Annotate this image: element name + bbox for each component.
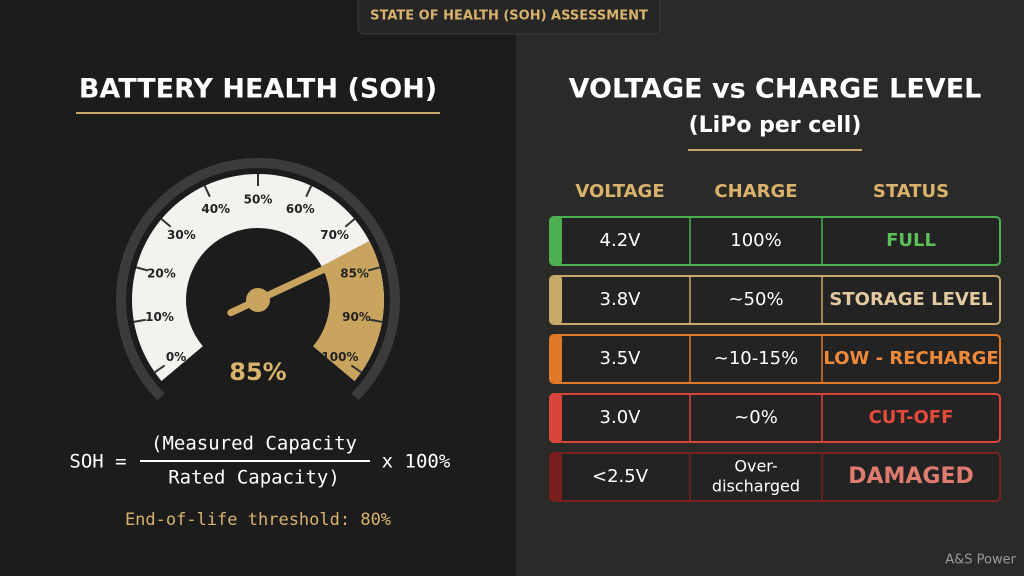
gauge-tick-label: 50% [244,193,273,207]
gauge-value: 85% [229,358,286,386]
gauge-tick-label: 100% [321,350,358,364]
row-tab [550,335,562,383]
gauge-tick-label: 90% [342,310,371,324]
table-title: VOLTAGE vs CHARGE LEVEL [569,74,982,105]
gauge-tick-label: 40% [201,202,230,216]
table-cell: <2.5V [592,466,649,487]
gauge-tick [133,318,146,323]
column-header: VOLTAGE [575,181,664,202]
table-cell: 4.2V [600,230,642,251]
header-title: STATE OF HEALTH (SOH) ASSESSMENT [370,9,648,24]
formula-rhs: x 100% [382,451,451,473]
formula-lhs: SOH = [69,451,126,473]
gauge-tick [154,364,166,374]
table-cell: ~50% [728,289,783,310]
table-cell: 3.0V [600,407,642,428]
gauge-title: BATTERY HEALTH (SOH) [79,74,437,105]
gauge-tick [350,364,362,374]
gauge-tick [160,218,172,228]
gauge: 0% 10% 20% 30% 40% 50% 60% 70% 85% 90% 100% [115,157,400,401]
gauge-zone [313,240,385,381]
table-cell: ~10-15% [714,348,799,369]
formula-denominator: Rated Capacity) [168,467,340,489]
table-cell: Over- [734,457,777,476]
column-header: STATUS [873,181,949,202]
row-tab [550,276,562,324]
column-header: CHARGE [714,181,797,202]
gauge-tick-label: 0% [166,350,186,364]
table-cell: CUT-OFF [869,407,954,428]
table-subtitle: (LiPo per cell) [689,113,862,138]
gauge-tick-label: 30% [167,228,196,242]
gauge-tick-label: 60% [286,202,315,216]
eol-note: End-of-life threshold: 80% [125,510,391,530]
gauge-hub [246,288,270,312]
table-cell: STORAGE LEVEL [829,289,992,310]
voltage-table: VOLTAGE CHARGE STATUS 4.2V 100% FULL 3.8V ~50% S… [549,181,1001,502]
gauge-tick [203,185,211,198]
gauge-tick [344,218,356,228]
table-cell: DAMAGED [848,464,974,489]
table-cell: discharged [712,477,800,496]
gauge-tick [367,266,380,272]
table-cell: FULL [886,230,936,251]
gauge-rim [115,157,400,401]
gauge-tick-label: 20% [147,267,176,281]
gauge-tick [305,185,313,198]
table-cell: ~0% [734,407,778,428]
gauge-face [132,174,384,381]
credit: A&S Power [945,553,1016,568]
gauge-tick-label: 10% [145,310,174,324]
table-cell: 100% [730,230,781,251]
gauge-tick [136,266,149,272]
formula-numerator: (Measured Capacity [151,433,357,455]
gauge-tick-label: 70% [320,228,349,242]
table-cell: LOW - RECHARGE [823,348,998,369]
gauge-tick [370,318,383,323]
row-tab [550,394,562,442]
header-tab [357,0,661,35]
row-tab [550,453,562,501]
table-cell: 3.5V [600,348,642,369]
table-cell: 3.8V [600,289,642,310]
gauge-tick-label: 85% [340,267,369,281]
row-tab [550,217,562,265]
